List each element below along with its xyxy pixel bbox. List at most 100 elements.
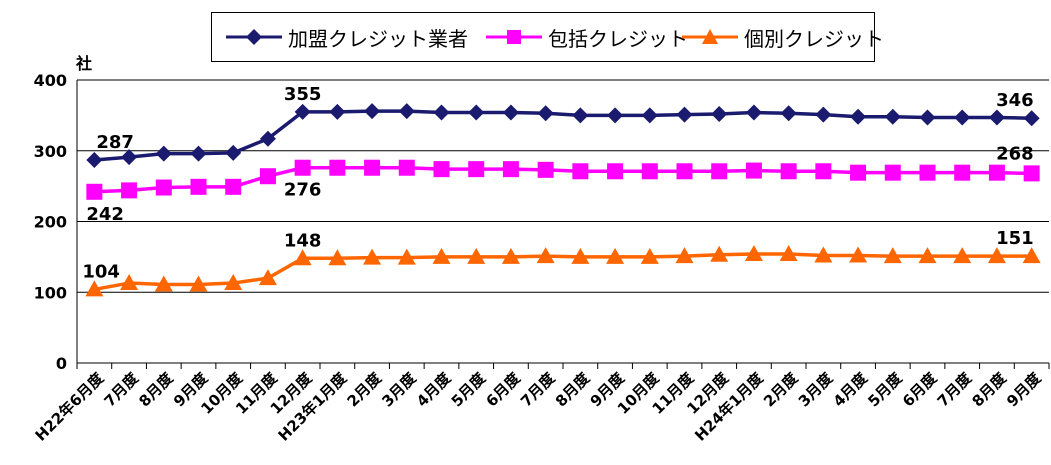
data-point	[572, 107, 589, 124]
data-point	[607, 107, 624, 124]
x-tick-label: 7月度	[934, 368, 976, 410]
series-line-2	[94, 252, 1032, 292]
data-point	[537, 105, 554, 122]
data-point	[121, 149, 138, 166]
data-point	[363, 248, 382, 265]
series-layer	[85, 103, 1041, 297]
data-point	[86, 183, 103, 200]
x-tick-label: 8月度	[968, 368, 1010, 410]
legend-marker-triangle-icon	[682, 29, 738, 44]
y-tick-label: 100	[34, 283, 67, 302]
data-label: 346	[996, 90, 1034, 111]
data-point	[433, 161, 450, 178]
x-tick-label: 6月度	[482, 368, 524, 410]
data-point	[607, 163, 624, 180]
data-point	[467, 247, 486, 264]
data-label: 151	[996, 228, 1034, 249]
data-point	[294, 103, 311, 120]
data-point	[86, 151, 103, 168]
x-tick-label: 2月度	[760, 368, 802, 410]
data-point	[675, 247, 694, 264]
data-label: 287	[96, 132, 134, 153]
legend-marker-square-icon	[486, 30, 542, 44]
data-point	[780, 105, 797, 122]
data-point	[711, 105, 728, 122]
data-point	[225, 178, 242, 195]
data-label: 355	[284, 84, 322, 105]
data-point	[883, 247, 902, 264]
data-point	[953, 247, 972, 264]
data-point	[1023, 165, 1040, 182]
data-point	[85, 280, 104, 297]
data-point	[398, 103, 415, 120]
x-tick-label: 6月度	[899, 368, 941, 410]
data-label: 268	[996, 143, 1034, 164]
data-point	[745, 104, 762, 121]
x-tick-label: 5月度	[448, 368, 490, 410]
data-point	[501, 247, 520, 264]
data-point	[258, 269, 277, 286]
y-tick-label: 400	[34, 71, 67, 90]
data-point	[468, 104, 485, 121]
data-point	[884, 164, 901, 181]
y-tick-label: 300	[34, 142, 67, 161]
data-labels: 287 355 346 242 276 268 104 148 151	[82, 84, 1033, 283]
x-tick-label: 4月度	[413, 368, 455, 410]
data-point	[987, 247, 1006, 264]
data-point	[502, 161, 519, 178]
data-point	[1023, 110, 1040, 127]
data-point	[259, 130, 276, 147]
data-point	[919, 109, 936, 126]
data-point	[954, 164, 971, 181]
data-point	[120, 274, 139, 291]
data-point	[155, 145, 172, 162]
data-point	[850, 164, 867, 181]
x-tick-label: 4月度	[830, 368, 872, 410]
data-point	[536, 247, 555, 264]
data-point	[433, 104, 450, 121]
data-point	[988, 164, 1005, 181]
x-tick-label: 9月度	[1003, 368, 1045, 410]
data-point	[918, 247, 937, 264]
series-line-1	[94, 165, 1032, 194]
data-label: 104	[82, 261, 120, 282]
data-point	[815, 106, 832, 123]
data-point	[328, 249, 347, 266]
y-tick-label: 200	[34, 213, 67, 232]
data-point	[502, 104, 519, 121]
data-point	[710, 245, 729, 262]
data-point	[121, 182, 138, 199]
data-point	[190, 178, 207, 195]
data-label: 242	[86, 204, 124, 225]
data-point	[189, 275, 208, 292]
data-point	[155, 179, 172, 196]
data-point	[432, 247, 451, 264]
legend-marker-diamond-icon	[226, 29, 282, 45]
data-point	[641, 163, 658, 180]
y-axis-unit-label: 社	[76, 54, 93, 73]
legend-item-2: 個別クレジット	[682, 13, 884, 61]
data-point	[364, 103, 381, 120]
legend: 加盟クレジット業者 包括クレジット 個別クレジット	[211, 12, 884, 62]
data-point	[744, 245, 763, 262]
data-point	[711, 163, 728, 180]
legend-label: 包括クレジット	[548, 26, 688, 51]
x-tick-label: 8月度	[552, 368, 594, 410]
x-tick-label: 2月度	[344, 368, 386, 410]
x-tick-label: 3月度	[378, 368, 420, 410]
data-point	[537, 161, 554, 178]
data-point	[606, 247, 625, 264]
data-point	[571, 247, 590, 264]
data-point	[329, 159, 346, 176]
data-label: 276	[284, 180, 322, 201]
data-point	[814, 246, 833, 263]
data-label: 148	[284, 230, 322, 251]
x-tick-label: 5月度	[864, 368, 906, 410]
x-tick-label: 3月度	[795, 368, 837, 410]
data-point	[224, 274, 243, 291]
x-tick-label: 8月度	[135, 368, 177, 410]
data-point	[329, 103, 346, 120]
series-line-0	[94, 109, 1032, 162]
data-point	[468, 161, 485, 178]
